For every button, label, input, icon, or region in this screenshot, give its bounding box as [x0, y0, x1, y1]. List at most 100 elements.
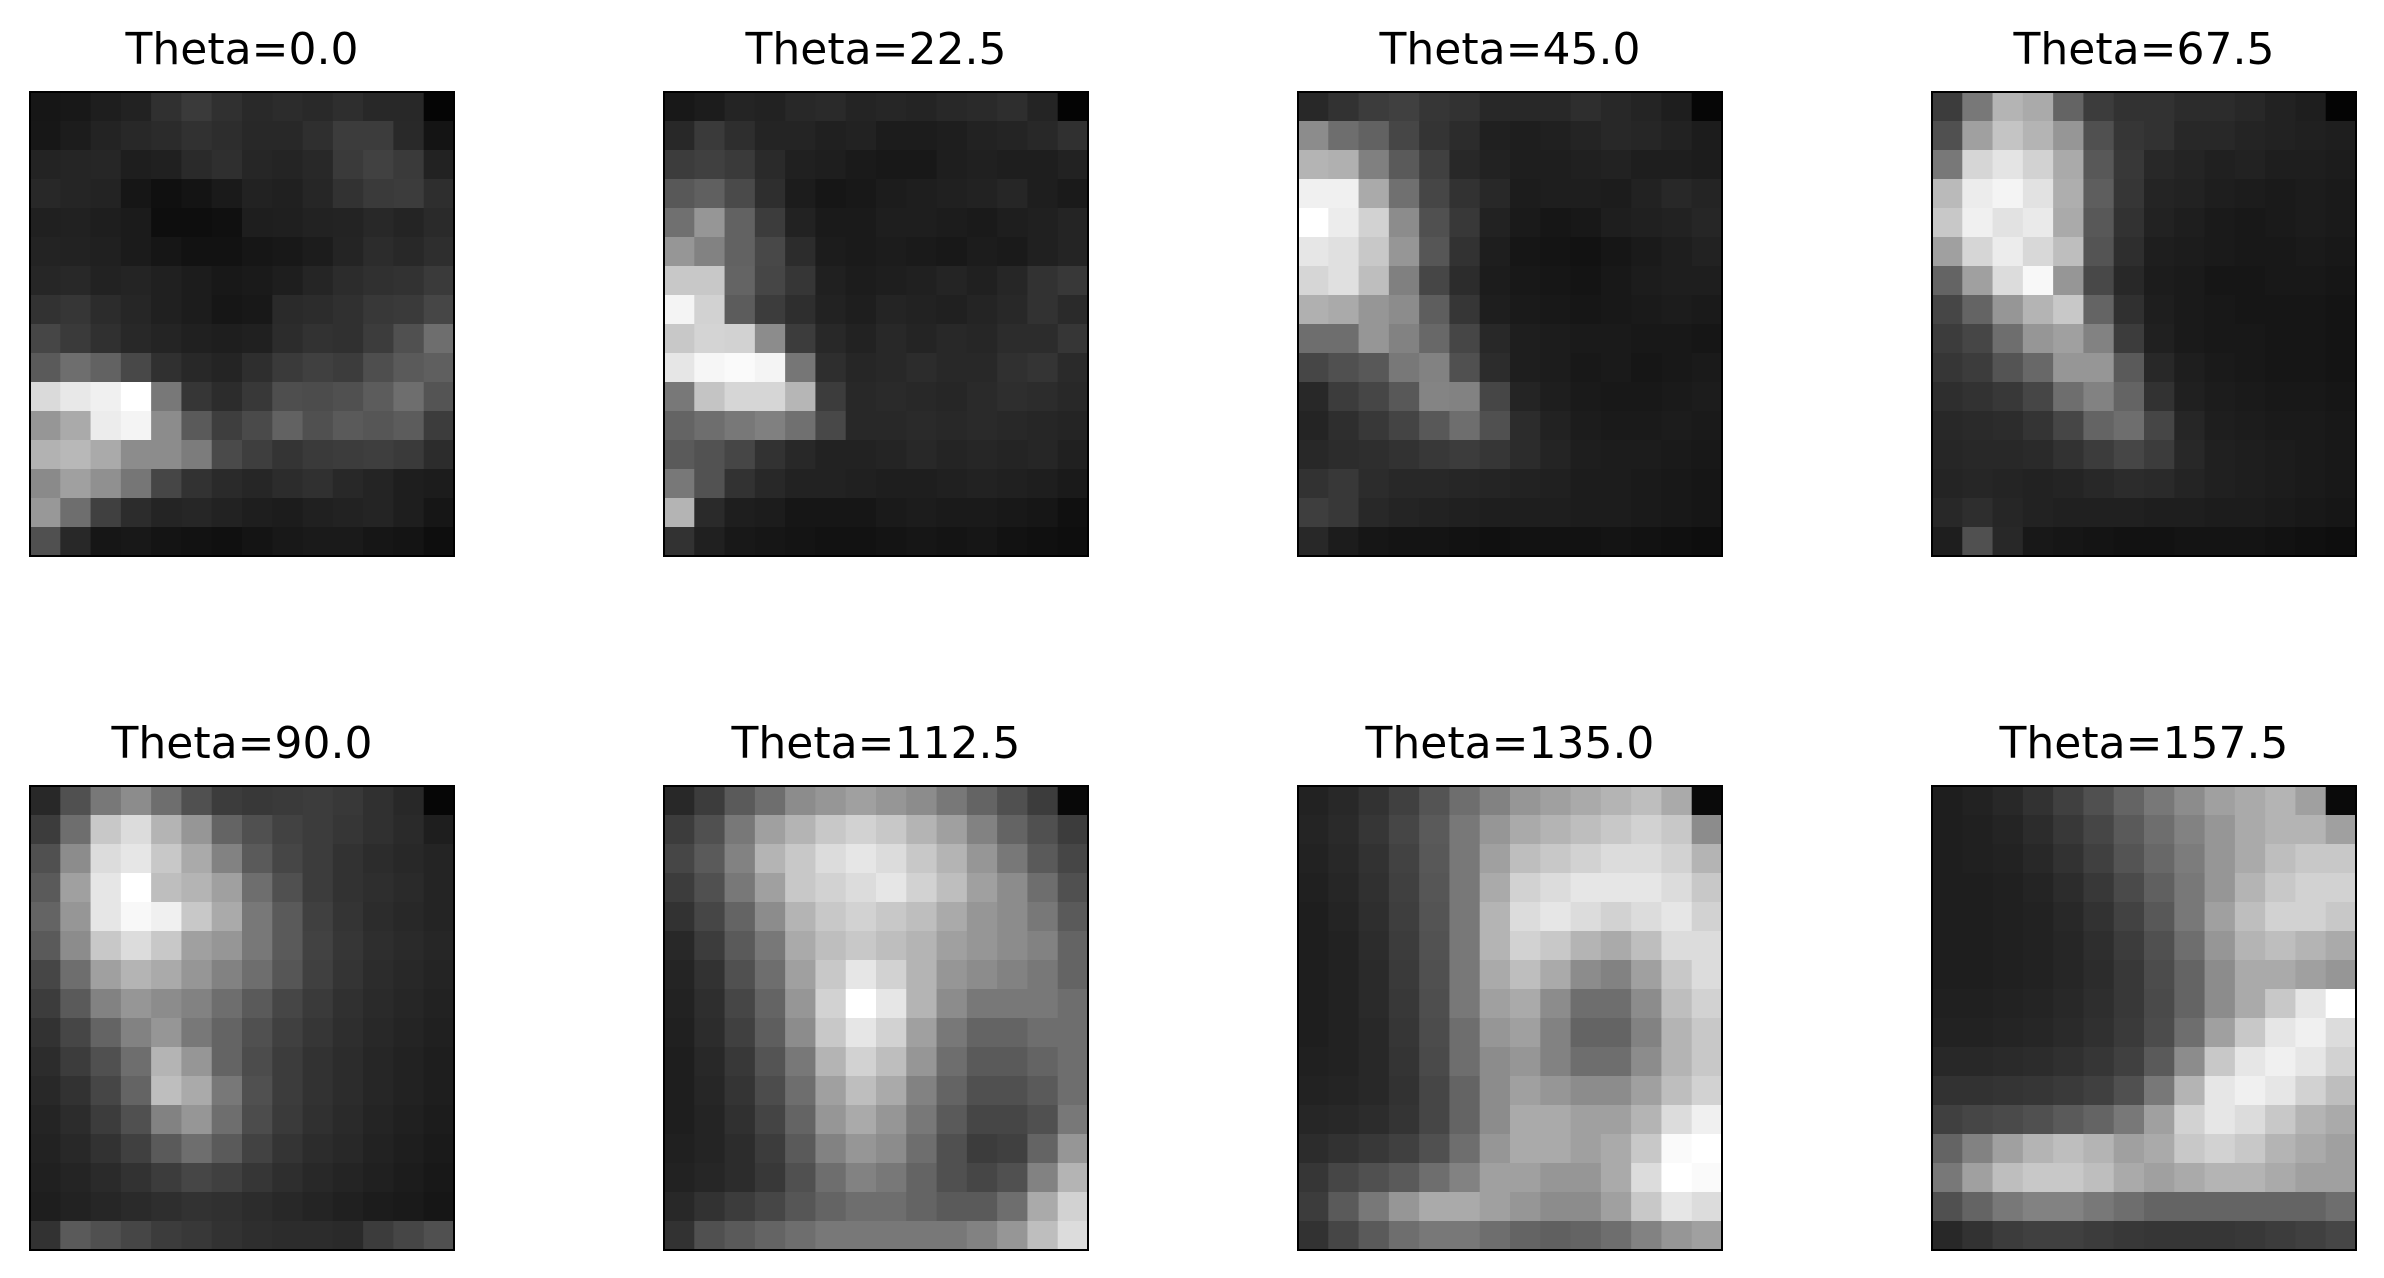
- heatmap-cell: [2113, 902, 2145, 932]
- heatmap-cell: [302, 324, 334, 354]
- heatmap-cell: [2234, 382, 2266, 412]
- heatmap-cell: [1388, 121, 1420, 151]
- heatmap-cell: [1661, 1192, 1693, 1222]
- heatmap-cell: [181, 353, 213, 383]
- heatmap-cell: [1298, 1076, 1329, 1106]
- heatmap-cell: [151, 92, 183, 122]
- heatmap-cell: [181, 150, 213, 180]
- heatmap-cell: [876, 121, 907, 151]
- heatmap-cell: [2144, 815, 2175, 845]
- heatmap-cell: [1298, 266, 1329, 296]
- heatmap-cell: [211, 353, 243, 383]
- heatmap-cell: [363, 150, 395, 180]
- heatmap-cell: [1479, 295, 1511, 325]
- panel-title: Theta=112.5: [731, 718, 1021, 769]
- heatmap-cell: [211, 150, 243, 180]
- heatmap-cell: [724, 873, 756, 903]
- heatmap-cell: [90, 498, 122, 528]
- heatmap-cell: [1027, 902, 1059, 932]
- heatmap-cell: [1298, 1047, 1329, 1077]
- heatmap-cell: [2265, 1076, 2297, 1106]
- heatmap-cell: [997, 92, 1029, 122]
- heatmap-cell: [302, 527, 334, 557]
- heatmap-cell: [1510, 989, 1541, 1019]
- heatmap-cell: [1691, 960, 1723, 990]
- heatmap-cell: [2144, 960, 2175, 990]
- heatmap-cell: [302, 208, 334, 238]
- heatmap-cell: [1962, 527, 1994, 557]
- heatmap-cell: [876, 1163, 907, 1193]
- heatmap-cell: [815, 902, 847, 932]
- heatmap-cell: [272, 960, 304, 990]
- heatmap-cell: [815, 150, 847, 180]
- heatmap-cell: [966, 295, 998, 325]
- heatmap-cell: [694, 179, 726, 209]
- heatmap-cell: [1388, 1134, 1420, 1164]
- heatmap-cell: [2234, 498, 2266, 528]
- heatmap-cell: [242, 121, 273, 151]
- heatmap-cell: [1631, 527, 1663, 557]
- heatmap-cell: [1600, 1221, 1632, 1251]
- heatmap-cell: [906, 266, 938, 296]
- heatmap-cell: [815, 1018, 847, 1048]
- heatmap-cell: [30, 786, 61, 816]
- heatmap-cell: [1027, 786, 1059, 816]
- heatmap-cell: [876, 498, 907, 528]
- heatmap-cell: [423, 527, 455, 557]
- heatmap-cell: [2265, 266, 2297, 296]
- panel-frame: [29, 785, 455, 1251]
- heatmap-cell: [1328, 989, 1360, 1019]
- heatmap-cell: [2234, 989, 2266, 1019]
- heatmap-cell: [724, 1076, 756, 1106]
- heatmap-cell: [393, 815, 425, 845]
- heatmap-cell: [997, 1163, 1029, 1193]
- heatmap-cell: [2022, 92, 2054, 122]
- heatmap-cell: [936, 295, 968, 325]
- heatmap-cell: [2053, 815, 2085, 845]
- heatmap-cell: [815, 469, 847, 499]
- heatmap-cell: [1540, 208, 1572, 238]
- heatmap-cell: [1570, 179, 1602, 209]
- heatmap-cell: [815, 786, 847, 816]
- heatmap-cell: [2083, 411, 2115, 441]
- heatmap-cell: [997, 295, 1029, 325]
- heatmap-cell: [2144, 353, 2175, 383]
- heatmap-cell: [694, 1192, 726, 1222]
- heatmap-cell: [936, 382, 968, 412]
- heatmap-cell: [1540, 902, 1572, 932]
- heatmap-cell: [2325, 237, 2357, 267]
- heatmap-cell: [1661, 469, 1693, 499]
- heatmap-cell: [2295, 179, 2327, 209]
- heatmap-cell: [724, 931, 756, 961]
- heatmap-cell: [393, 931, 425, 961]
- heatmap-cell: [272, 989, 304, 1019]
- heatmap-cell: [754, 960, 786, 990]
- heatmap-cell: [815, 1192, 847, 1222]
- heatmap-cell: [1540, 411, 1572, 441]
- heatmap-cell: [1932, 353, 1963, 383]
- heatmap-cell: [936, 1221, 968, 1251]
- heatmap-cell: [1057, 989, 1089, 1019]
- heatmap-cell: [1510, 873, 1541, 903]
- heatmap-cell: [1479, 1076, 1511, 1106]
- heatmap-cell: [997, 786, 1029, 816]
- heatmap-cell: [90, 353, 122, 383]
- heatmap-cell: [211, 873, 243, 903]
- heatmap-cell: [2174, 237, 2206, 267]
- heatmap-cell: [2113, 92, 2145, 122]
- heatmap-cell: [876, 324, 907, 354]
- heatmap-cell: [60, 150, 92, 180]
- heatmap-cell: [876, 92, 907, 122]
- heatmap-cell: [120, 786, 152, 816]
- heatmap-cell: [423, 815, 455, 845]
- heatmap-cell: [2053, 1105, 2085, 1135]
- heatmap-cell: [120, 1163, 152, 1193]
- heatmap-cell: [2265, 1047, 2297, 1077]
- heatmap-cell: [363, 1163, 395, 1193]
- heatmap-cell: [2295, 469, 2327, 499]
- heatmap-cell: [272, 873, 304, 903]
- heatmap-cell: [1388, 92, 1420, 122]
- heatmap-cell: [2204, 382, 2236, 412]
- heatmap-cell: [815, 92, 847, 122]
- heatmap-cell: [2022, 1105, 2054, 1135]
